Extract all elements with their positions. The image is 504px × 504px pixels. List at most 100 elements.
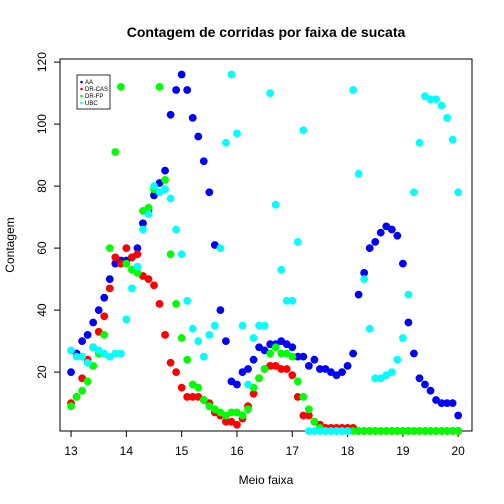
data-point [415,374,424,383]
data-point [282,296,291,305]
data-point [365,324,374,333]
data-point [398,427,407,435]
y-tick-label: 60 [35,241,49,255]
data-point [216,244,225,253]
data-point [304,405,313,414]
plot-frame [59,58,473,432]
data-point [166,250,175,259]
data-point [310,427,319,435]
data-point [282,365,291,373]
data-point [233,129,241,138]
data-point [354,169,363,178]
series-dr-fp [67,83,463,435]
data-point [448,135,457,144]
data-point [67,402,75,411]
data-point [448,399,457,407]
data-point [216,306,225,314]
x-tick-label: 18 [341,444,355,458]
data-point [183,86,192,94]
data-point [188,393,197,401]
series-ubc [67,70,463,435]
data-point [327,427,335,435]
data-point [94,306,103,314]
data-point [354,427,363,435]
data-point [393,427,402,435]
x-axis-label: Meio faixa [239,473,294,487]
data-point [426,427,435,435]
data-point [360,275,369,283]
data-point [387,368,396,376]
data-point [410,188,418,197]
data-point [166,358,175,367]
data-point [150,182,158,191]
data-point [304,411,313,420]
data-point [393,355,402,364]
data-point [144,275,153,283]
data-point [277,265,286,274]
data-point [387,225,396,234]
data-point [398,259,407,268]
data-point [161,331,169,339]
data-point [72,393,81,401]
data-point [443,399,452,407]
data-point [299,352,308,361]
y-axis-label: Contagem [3,217,17,272]
data-point [448,427,457,435]
data-point [227,408,236,417]
data-point [89,318,98,327]
data-point [199,352,208,361]
y-tick-label: 20 [35,365,49,379]
data-point [83,331,92,339]
data-point [426,95,435,104]
data-point [371,374,380,383]
data-point [404,427,413,435]
data-point [376,427,385,435]
data-point [67,368,75,376]
data-point [161,185,169,194]
y-tick-label: 80 [35,179,49,193]
data-point [238,411,247,420]
x-tick-label: 19 [396,444,410,458]
data-point [100,293,109,302]
data-point [177,70,186,79]
data-point [299,126,308,135]
data-point [100,312,109,321]
data-point [299,411,308,420]
data-point [349,427,358,435]
data-point [316,365,324,373]
data-point [277,349,286,358]
data-point [432,427,440,435]
data-point [100,331,109,339]
legend-label: UBC [85,101,98,107]
data-point [415,427,424,435]
data-point [155,300,164,308]
data-point [387,427,396,435]
data-point [271,200,280,209]
data-point [116,259,125,268]
data-point [249,389,258,398]
data-point [205,331,214,339]
data-point [205,188,214,197]
data-point [199,157,208,166]
data-point [437,399,446,407]
data-point [332,427,341,435]
data-point [277,365,286,373]
data-point [443,114,452,122]
data-point [233,380,241,389]
data-point [288,296,297,305]
data-point [172,225,181,234]
y-tick-label: 40 [35,303,49,317]
data-point [227,70,236,79]
legend-label: DR-CAS [85,87,108,93]
data-point [244,380,252,389]
data-point [133,250,142,259]
data-point [133,244,142,253]
data-point [144,210,153,218]
data-point [122,315,131,324]
data-point [293,377,302,386]
data-point [371,427,380,435]
data-point [260,365,269,373]
data-point [177,250,186,259]
data-point [166,110,175,119]
data-point [343,362,352,370]
